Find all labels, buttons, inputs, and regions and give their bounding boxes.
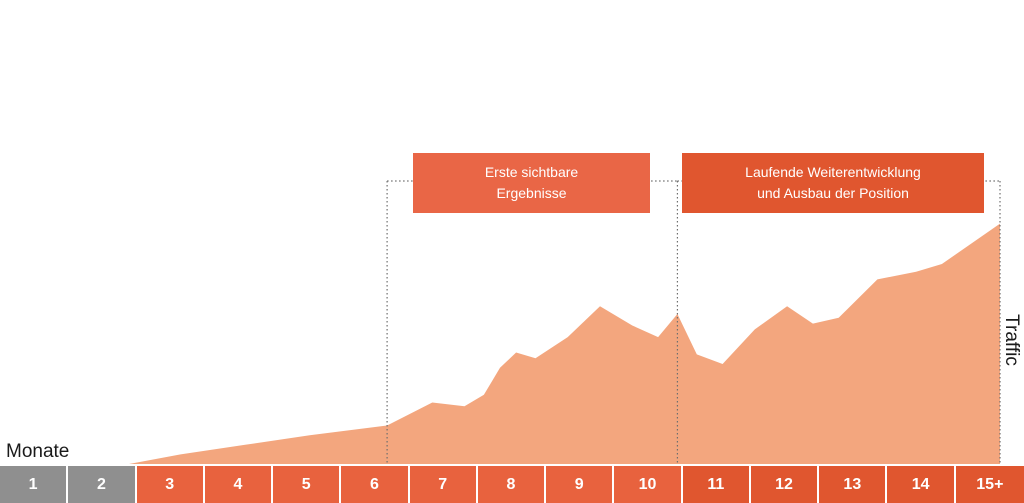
months-axis-label: Monate [6, 441, 70, 462]
phase-ongoing-development-box: Laufende Weiterentwicklung und Ausbau de… [682, 153, 984, 213]
month-timeline: 1 2 3 4 5 6 7 8 9 10 11 12 13 14 15+ [0, 466, 1024, 503]
month-cell-3: 3 [136, 466, 205, 503]
phase-first-line-1: Erste sichtbare [484, 164, 579, 180]
phase-first-results-box: Erste sichtbare Ergebnisse [413, 153, 650, 213]
month-cell-7: 7 [409, 466, 478, 503]
phase-second-line-1: Laufende Weiterentwicklung [745, 164, 921, 180]
month-cell-1: 1 [0, 466, 69, 503]
month-cell-15plus: 15+ [955, 466, 1024, 503]
month-cell-13: 13 [819, 466, 888, 503]
phase-second-line-2: und Ausbau der Position [757, 185, 909, 201]
month-cell-5: 5 [273, 466, 342, 503]
month-cell-9: 9 [546, 466, 615, 503]
month-cell-10: 10 [614, 466, 683, 503]
month-cell-8: 8 [477, 466, 547, 503]
traffic-axis-label: Traffic [1001, 314, 1022, 366]
phase-first-line-2: Ergebnisse [496, 185, 567, 201]
month-cell-11: 11 [682, 466, 751, 503]
traffic-area [129, 223, 1000, 464]
month-cell-6: 6 [341, 466, 410, 503]
month-cell-4: 4 [204, 466, 274, 503]
month-cell-2: 2 [68, 466, 137, 503]
month-cell-14: 14 [887, 466, 956, 503]
month-cell-12: 12 [750, 466, 820, 503]
